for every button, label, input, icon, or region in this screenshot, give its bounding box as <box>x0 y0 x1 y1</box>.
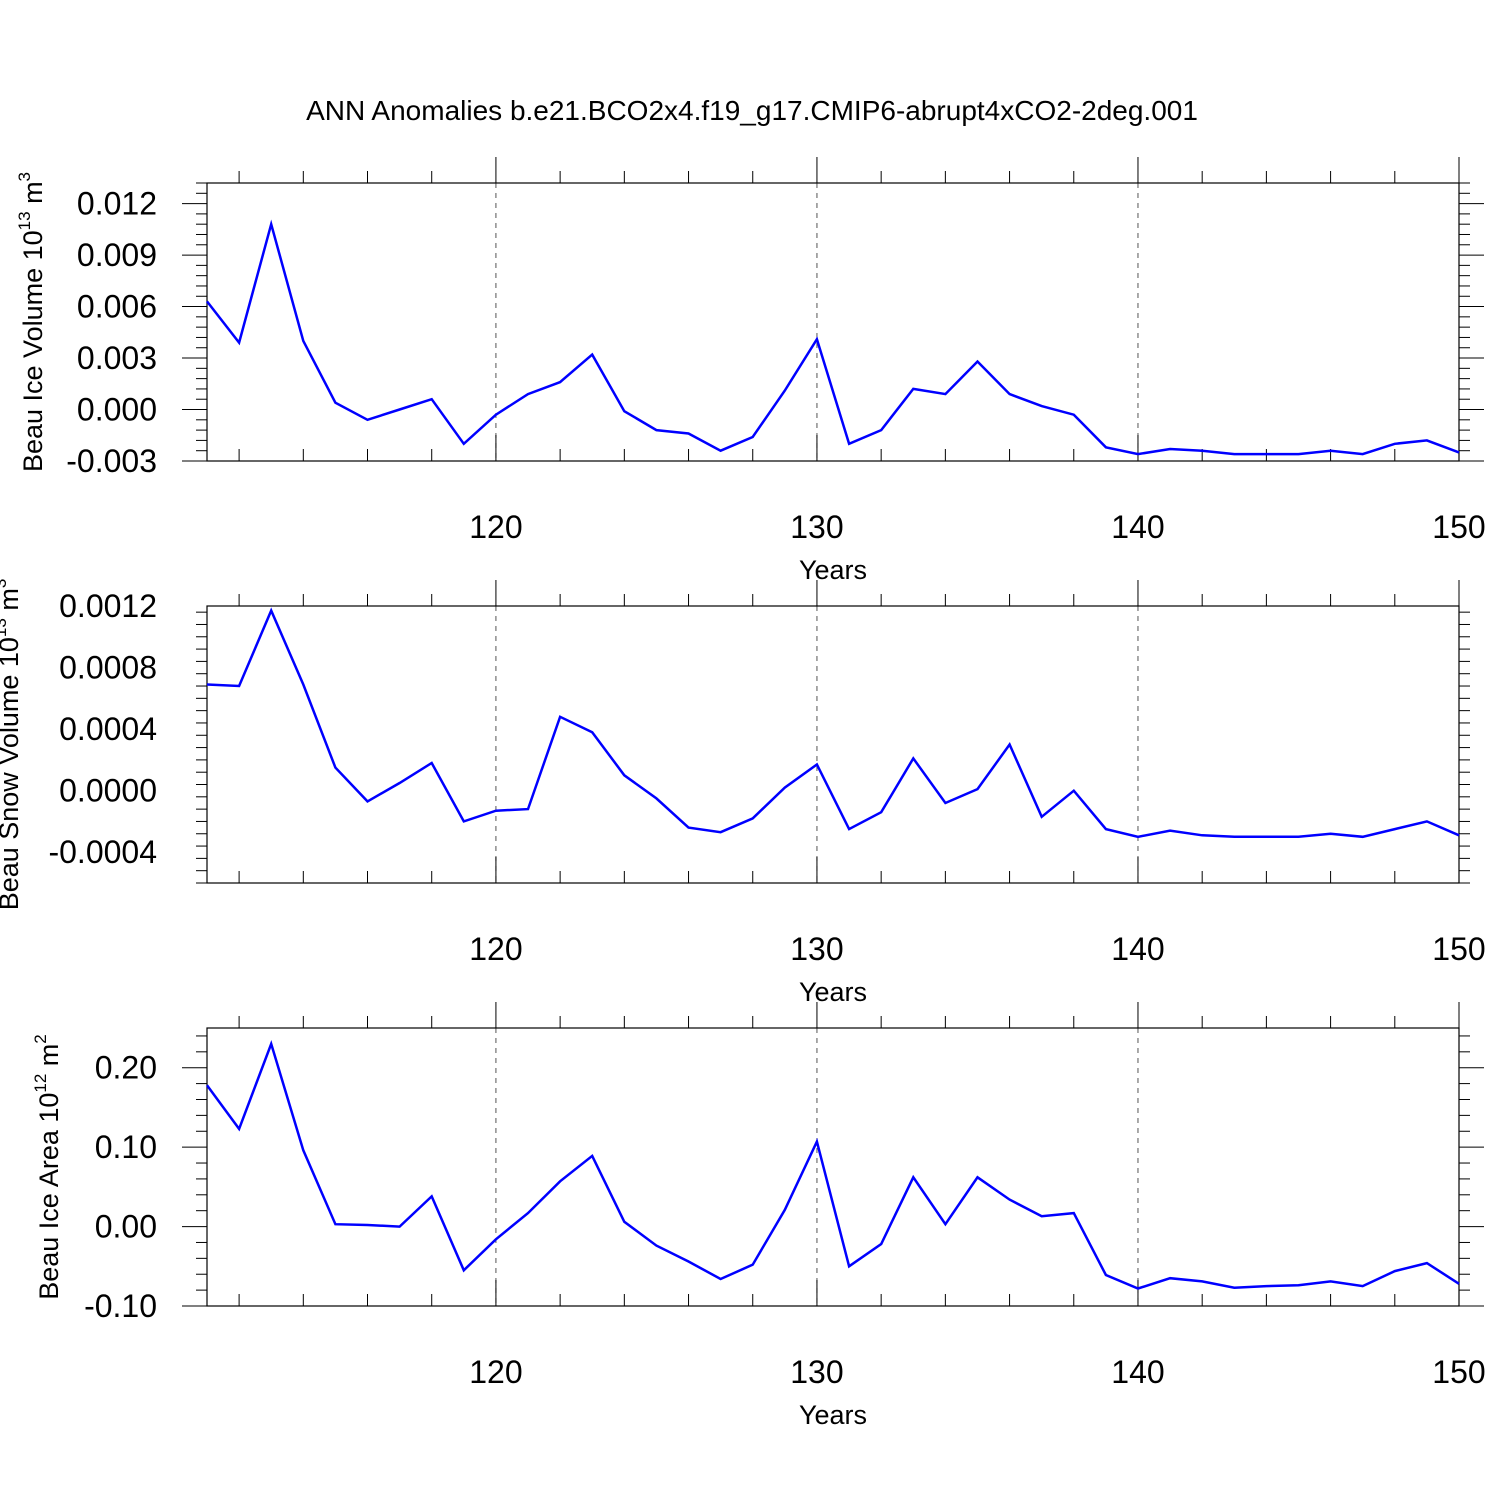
x-tick-label: 140 <box>1111 509 1164 545</box>
y-axis-title: Beau Ice Area 1012 m2 <box>31 1034 64 1300</box>
x-axis-title: Years <box>799 977 867 1007</box>
x-tick-label: 120 <box>469 509 522 545</box>
y-tick-label: 0.0000 <box>59 773 157 809</box>
chart-title: ANN Anomalies b.e21.BCO2x4.f19_g17.CMIP6… <box>306 95 1198 126</box>
y-axis-title: Beau Ice Volume 1013 m3 <box>15 172 48 472</box>
chart-panel-2: 120 130 140 150 -0.0004 0.0000 0.0004 0.0008 0.0… <box>0 579 1486 1007</box>
plot-frame <box>206 182 1460 462</box>
x-tick-label: 130 <box>790 1354 843 1390</box>
y-tick-label: -0.0004 <box>48 834 157 870</box>
x-tick-label: 150 <box>1432 931 1485 967</box>
y-tick-label: -0.003 <box>66 443 157 479</box>
x-tick-label: 150 <box>1432 509 1485 545</box>
y-tick-label: 0.10 <box>95 1129 157 1165</box>
plot-frame <box>206 605 1460 884</box>
x-axis-title: Years <box>799 555 867 585</box>
x-tick-label: 130 <box>790 509 843 545</box>
x-axis-title: Years <box>799 1400 867 1430</box>
y-tick-label: 0.009 <box>77 237 157 273</box>
y-tick-label: 0.000 <box>77 392 157 428</box>
plot-frame <box>206 1027 1460 1307</box>
x-tick-label: 140 <box>1111 1354 1164 1390</box>
y-tick-label: 0.0004 <box>59 711 157 747</box>
y-tick-label: 0.003 <box>77 340 157 376</box>
series-line <box>206 219 1460 456</box>
x-tick-label: 120 <box>469 931 522 967</box>
series-line <box>205 1040 1460 1290</box>
y-tick-label: 0.0008 <box>59 650 157 686</box>
y-tick-label: 0.0012 <box>59 588 157 624</box>
x-tick-label: 140 <box>1111 931 1164 967</box>
y-axis-title: Beau Snow Volume 1013 m3 <box>0 579 24 911</box>
y-tick-label: 0.20 <box>95 1050 157 1086</box>
x-tick-label: 150 <box>1432 1354 1485 1390</box>
chart-panel-3: 120 130 140 150 -0.10 0.00 0.10 0.20 Years Beau I… <box>31 1002 1486 1430</box>
series-line <box>206 607 1460 839</box>
y-tick-label: 0.006 <box>77 289 157 325</box>
chart-panel-1: 120 130 140 150 -0.003 0.000 0.003 0.006 0.009 0.… <box>15 157 1486 585</box>
y-tick-label: 0.012 <box>77 186 157 222</box>
x-tick-label: 130 <box>790 931 843 967</box>
x-tick-label: 120 <box>469 1354 522 1390</box>
y-tick-label: -0.10 <box>84 1288 157 1324</box>
y-tick-label: 0.00 <box>95 1209 157 1245</box>
